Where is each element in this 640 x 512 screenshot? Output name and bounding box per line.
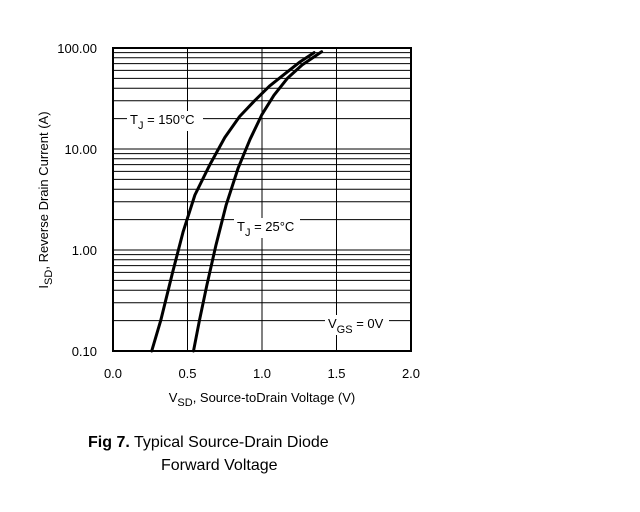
x-axis-label-rest: , Source-toDrain Voltage (V): [193, 390, 356, 405]
caption-line-1: Typical Source-Drain Diode: [133, 434, 329, 451]
plot-frame: [112, 47, 412, 352]
caption-line-2: Forward Voltage: [161, 457, 278, 474]
label-tj-150c: TJ = 150°C: [130, 112, 195, 132]
x-axis-label: VSD, Source-toDrain Voltage (V): [169, 390, 356, 409]
x-axis-label-sub: SD: [177, 397, 192, 409]
y-axis-label-rest: , Reverse Drain Current (A): [36, 111, 51, 269]
x-tick-label: 0.5: [178, 366, 196, 381]
curve-tj-25c: [192, 50, 324, 353]
label-tj-25c: TJ = 25°C: [237, 219, 294, 239]
x-axis-label-main: V: [169, 390, 178, 405]
figure-caption: Fig 7. Typical Source-Drain Diode: [88, 434, 329, 452]
curve-tj-150c: [150, 51, 316, 353]
y-tick-label: 1.00: [72, 243, 97, 258]
label-tj-25c-box: [234, 218, 300, 238]
y-tick-labels: 0.10 1.00 10.00 100.00: [57, 41, 97, 359]
caption-fig-number: Fig 7.: [88, 434, 130, 451]
x-tick-label: 1.0: [253, 366, 271, 381]
x-tick-label: 2.0: [402, 366, 420, 381]
vertical-grid: [187, 48, 337, 351]
label-tj-150c-box: [127, 111, 203, 131]
y-tick-label: 100.00: [57, 41, 97, 56]
y-tick-label: 0.10: [72, 344, 97, 359]
y-axis-label-main: I: [36, 285, 51, 289]
x-tick-label: 1.5: [327, 366, 345, 381]
label-vgs: VGS = 0V: [328, 316, 384, 336]
curves: [150, 50, 324, 353]
x-tick-labels: 0.0 0.5 1.0 1.5 2.0: [104, 366, 420, 381]
label-vgs-box: [325, 315, 389, 335]
y-axis-label: ISD, Reverse Drain Current (A): [36, 111, 55, 288]
y-tick-label: 10.00: [64, 142, 97, 157]
y-axis-label-sub: SD: [43, 270, 55, 285]
x-tick-label: 0.0: [104, 366, 122, 381]
annotations: TJ = 150°C TJ = 25°C VGS = 0V: [127, 111, 389, 336]
figure-caption-line-2: Forward Voltage: [161, 457, 278, 475]
